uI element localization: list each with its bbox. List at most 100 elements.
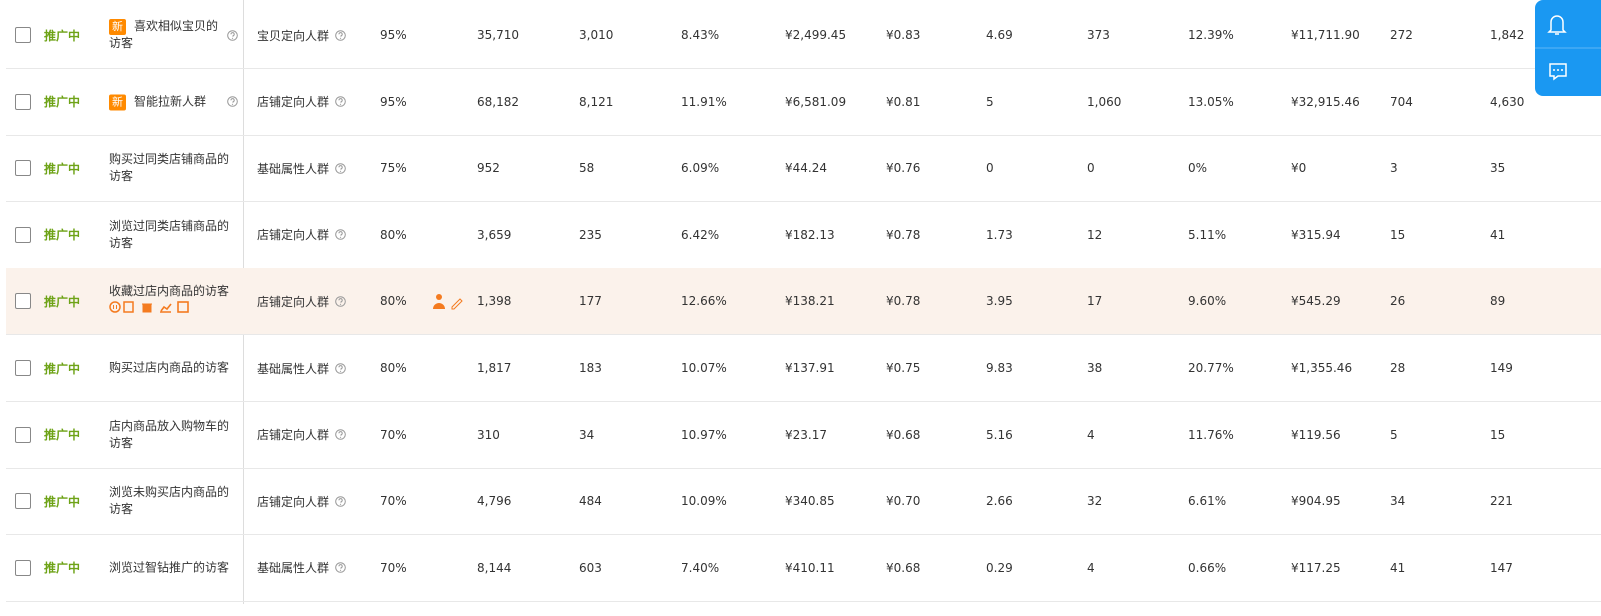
metric: 704 <box>1390 94 1413 109</box>
metric: 5.16 <box>986 427 1013 442</box>
metric: ¥32,915.46 <box>1291 94 1360 109</box>
metric: 0 <box>986 161 994 176</box>
metric: 5 <box>1390 427 1398 442</box>
help-icon <box>335 268 346 334</box>
status: 推广中 <box>44 361 81 376</box>
metric: 0 <box>1087 161 1095 176</box>
bell-icon[interactable] <box>1547 15 1567 35</box>
metric: 6.61% <box>1188 494 1227 509</box>
metric: 4,630 <box>1490 94 1525 109</box>
metric: 8,144 <box>477 560 512 575</box>
metric: 35,710 <box>477 28 519 42</box>
metric: 15 <box>1390 227 1406 242</box>
audience-name: 店内商品放入购物车的访客 <box>109 418 229 452</box>
metric: 32 <box>1087 494 1103 509</box>
checkbox[interactable] <box>15 360 31 376</box>
help-icon <box>335 135 346 201</box>
metric: 373 <box>1087 28 1110 42</box>
metric: 10.07% <box>681 361 727 375</box>
metric: 11.76% <box>1188 427 1234 442</box>
metric: ¥0.75 <box>886 361 921 375</box>
metric: ¥119.56 <box>1291 427 1341 442</box>
metric: ¥315.94 <box>1291 227 1341 242</box>
metric: 4.69 <box>986 28 1013 42</box>
metric: 6.09% <box>681 161 720 176</box>
metric: ¥904.95 <box>1291 494 1341 509</box>
metric: 70% <box>380 494 407 509</box>
metric: 310 <box>477 427 500 442</box>
status: 推广中 <box>44 28 81 43</box>
audience-name: 购买过店内商品的访客 <box>109 360 229 377</box>
metric: 7.40% <box>681 560 720 575</box>
name-text: 喜欢相似宝贝的访客 <box>109 19 219 50</box>
table-row: 推广中 浏览过同类店铺商品的访客 店铺定向人群 80% 3,659 235 6.42% ¥18… <box>6 202 1601 269</box>
new-tag: 新 <box>109 19 126 35</box>
help-icon <box>335 535 346 601</box>
checkbox[interactable] <box>15 426 31 443</box>
metric: 13.05% <box>1188 94 1234 109</box>
audience-name: 浏览未购买店内商品的访客 <box>109 484 229 518</box>
help-icon <box>335 202 346 268</box>
metric: 3,010 <box>579 28 614 42</box>
table-row: 推广中 浏览未购买店内商品的访客 店铺定向人群 70% 4,796 484 10.09% ¥3… <box>6 468 1601 536</box>
metric: ¥0.68 <box>886 560 921 575</box>
metric: 38 <box>1087 361 1103 375</box>
metric: 12.66% <box>681 294 727 309</box>
metric: 183 <box>579 361 602 375</box>
metric: ¥11,711.90 <box>1291 28 1360 42</box>
checkbox[interactable] <box>15 293 31 310</box>
metric: ¥117.25 <box>1291 560 1341 575</box>
metric: 10.97% <box>681 427 727 442</box>
metric: 2.66 <box>986 494 1013 509</box>
status: 推广中 <box>44 428 81 443</box>
metric: 11.91% <box>681 94 727 109</box>
metric: 9.83 <box>986 361 1013 375</box>
checkbox[interactable] <box>15 160 31 177</box>
table-row: 推广中 购买过同类店铺商品的访客 基础属性人群 75% 952 58 6.09% ¥44.24… <box>6 135 1601 203</box>
metric: 1,842 <box>1490 28 1525 42</box>
metric: 95% <box>380 28 407 42</box>
name-text: 购买过同类店铺商品的访客 <box>109 152 230 184</box>
audience-type: 宝贝定向人群 <box>257 28 330 43</box>
checkbox[interactable] <box>15 226 31 243</box>
chat-icon[interactable] <box>1549 63 1567 81</box>
table-row: 推广中 购买过店内商品的访客 基础属性人群 80% 1,817 183 10.07% ¥137… <box>6 335 1601 402</box>
metric: ¥0 <box>1291 161 1307 176</box>
name-text: 浏览过同类店铺商品的访客 <box>109 218 230 250</box>
edit-icons[interactable] <box>432 268 466 334</box>
metric: 41 <box>1390 560 1406 575</box>
new-tag: 新 <box>109 94 126 111</box>
metric: ¥0.81 <box>886 94 921 109</box>
audience-name: 购买过同类店铺商品的访客 <box>109 151 229 185</box>
metric: ¥6,581.09 <box>785 94 847 109</box>
metric: 484 <box>579 494 602 509</box>
metric: ¥340.85 <box>785 494 835 509</box>
help-icon <box>227 2 238 68</box>
metric: 4,796 <box>477 494 512 509</box>
metric: 603 <box>579 560 602 575</box>
table-row: 推广中 浏览过智钻推广的访客 基础属性人群 70% 8,144 603 7.40% ¥410.… <box>6 535 1601 602</box>
audience-name: 新喜欢相似宝贝的访客 <box>109 18 229 52</box>
checkbox[interactable] <box>15 493 31 510</box>
help-icon <box>335 402 346 468</box>
metric: ¥0.83 <box>886 28 921 42</box>
metric: ¥23.17 <box>785 427 827 442</box>
table-row: 推广中 收藏过店内商品的访客 店铺定向人群 80% 1,398 177 12.66% ¥138… <box>6 268 1601 336</box>
table-row: 推广中 店内商品放入购物车的访客 店铺定向人群 70% 310 34 10.97% ¥23.1… <box>6 402 1601 469</box>
audience-name: 收藏过店内商品的访客 <box>109 283 229 319</box>
help-icon <box>335 335 346 401</box>
checkbox[interactable] <box>15 559 31 576</box>
metric: 41 <box>1490 227 1506 242</box>
status: 推广中 <box>44 161 81 176</box>
checkbox[interactable] <box>15 27 31 43</box>
metric: ¥410.11 <box>785 560 835 575</box>
checkbox[interactable] <box>15 93 31 110</box>
side-icons <box>1535 15 1601 81</box>
metric: 89 <box>1490 294 1506 309</box>
metric: 34 <box>1390 494 1406 509</box>
metric: 3 <box>1390 161 1398 176</box>
audience-type: 店铺定向人群 <box>257 228 330 243</box>
table-row: 推广中 新智能拉新人群 店铺定向人群 95% 68,182 8,121 11.91% ¥6,5… <box>6 69 1601 136</box>
metric: 12 <box>1087 227 1103 242</box>
metric: 1,060 <box>1087 94 1122 109</box>
